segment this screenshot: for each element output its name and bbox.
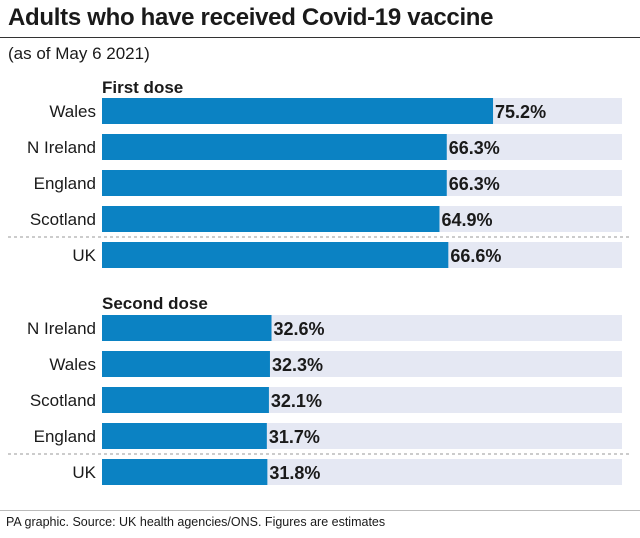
second-dose-category-england: England [34,427,96,446]
first-dose-bar-wales [102,98,494,124]
second-dose-bar-wales [102,351,270,377]
first-dose-category-scotland: Scotland [30,210,96,229]
second-dose-value-wales: 32.3% [272,355,323,375]
second-dose-value-scotland: 32.1% [271,391,322,411]
second-dose-category-n-ireland: N Ireland [27,319,96,338]
footer-rule [0,510,640,511]
second-dose-value-n-ireland: 32.6% [274,319,325,339]
second-dose-category-wales: Wales [49,355,96,374]
first-dose-value-wales: 75.2% [495,102,546,122]
second-dose-bar-scotland [102,387,269,413]
first-dose-value-scotland: 64.9% [441,210,492,230]
chart-subtitle: (as of May 6 2021) [8,44,150,63]
first-dose-bar-scotland [102,206,440,232]
first-dose-section-label: First dose [102,78,183,97]
second-dose-bar-uk [102,459,268,485]
first-dose-bar-england [102,170,447,196]
second-dose-section-label: Second dose [102,294,208,313]
chart-title: Adults who have received Covid-19 vaccin… [8,4,494,31]
first-dose-bar-n-ireland [102,134,447,160]
first-dose-value-n-ireland: 66.3% [449,138,500,158]
first-dose-category-england: England [34,174,96,193]
second-dose-value-uk: 31.8% [269,463,320,483]
second-dose-category-scotland: Scotland [30,391,96,410]
bar-chart: First dose Wales 75.2% N Ireland 66.3% Englan… [8,78,632,485]
second-dose-value-england: 31.7% [269,427,320,447]
first-dose-category-uk: UK [72,246,96,265]
second-dose-bar-n-ireland [102,315,272,341]
second-dose-category-uk: UK [72,463,96,482]
first-dose-bar-uk [102,242,449,268]
title-rule [0,37,640,38]
first-dose-category-n-ireland: N Ireland [27,138,96,157]
first-dose-value-england: 66.3% [449,174,500,194]
source-note: PA graphic. Source: UK health agencies/O… [6,515,386,529]
first-dose-category-wales: Wales [49,102,96,121]
second-dose-bar-england [102,423,267,449]
first-dose-value-uk: 66.6% [450,246,501,266]
